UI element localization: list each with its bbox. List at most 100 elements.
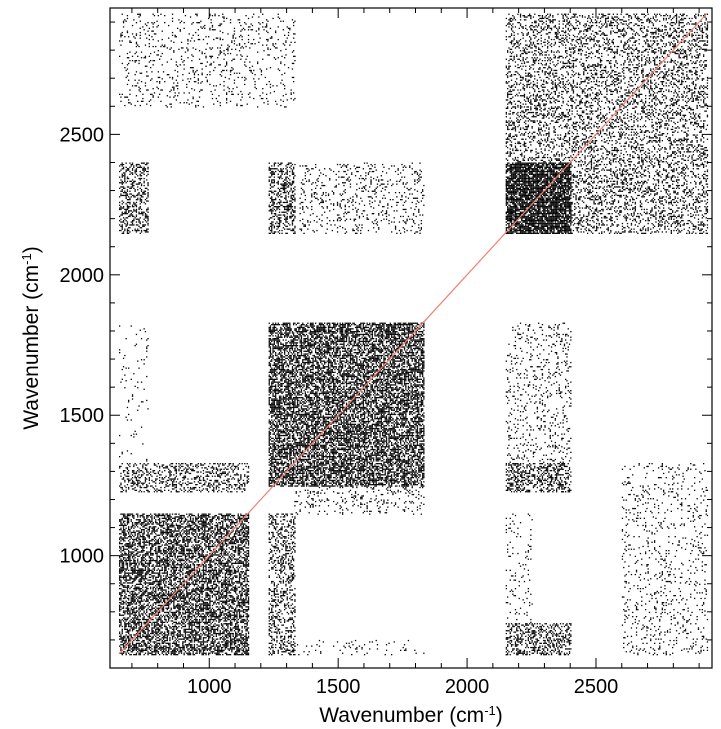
data-point [193, 616, 196, 618]
data-point [173, 648, 175, 650]
data-point [161, 564, 163, 566]
data-point [202, 530, 205, 532]
data-point [224, 572, 226, 574]
data-point [133, 593, 135, 595]
data-point [228, 547, 230, 549]
data-point [186, 620, 188, 622]
data-point [166, 607, 168, 609]
data-point [148, 592, 150, 594]
data-point [186, 568, 188, 570]
data-point [152, 529, 154, 531]
data-point [129, 639, 131, 642]
data-point [188, 635, 190, 637]
data-point [120, 548, 122, 550]
data-point [188, 609, 190, 611]
data-point [131, 603, 134, 605]
data-point [193, 551, 196, 553]
data-point [169, 573, 171, 576]
data-point [131, 526, 134, 528]
data-point [183, 565, 185, 567]
data-point [121, 543, 123, 545]
data-point [148, 514, 150, 517]
data-point [143, 642, 145, 644]
data-point [142, 554, 144, 556]
data-point [148, 616, 150, 618]
data-point [204, 623, 206, 625]
data-point [134, 645, 136, 647]
data-point [231, 552, 233, 555]
data-point [174, 537, 176, 539]
data-point [165, 595, 167, 597]
data-point [131, 572, 134, 574]
data-point [205, 627, 207, 629]
data-point [222, 544, 224, 546]
data-point [206, 582, 208, 584]
data-point [120, 513, 122, 515]
data-point [233, 639, 236, 642]
data-point [209, 589, 211, 591]
data-point [195, 589, 197, 591]
data-point [129, 543, 131, 545]
data-point [166, 651, 168, 653]
data-point [210, 582, 212, 584]
data-point [204, 614, 206, 616]
data-point [151, 628, 153, 630]
data-point [213, 572, 215, 574]
data-point [147, 604, 149, 607]
data-point [170, 554, 172, 556]
data-point [200, 599, 202, 601]
data-point [130, 593, 132, 595]
data-point [135, 595, 138, 597]
data-point [120, 623, 122, 625]
data-point [192, 590, 194, 593]
data-point [209, 523, 211, 525]
data-point [120, 527, 122, 529]
data-point [232, 554, 234, 556]
data-point [215, 538, 217, 541]
data-point [178, 541, 180, 543]
data-point [122, 516, 125, 518]
data-point [153, 607, 156, 609]
data-point [228, 557, 230, 559]
data-point [204, 522, 206, 524]
data-point [166, 513, 168, 515]
data-point [138, 541, 140, 543]
data-point [148, 568, 150, 570]
data-point [134, 561, 136, 563]
data-point [182, 585, 184, 587]
data-point [191, 550, 193, 552]
data-point [174, 572, 176, 574]
data-point [152, 586, 154, 588]
data-point [173, 530, 175, 532]
data-point [211, 614, 214, 616]
data-point [201, 646, 203, 649]
data-point [119, 618, 121, 621]
data-point [193, 638, 196, 640]
data-point [126, 586, 129, 588]
data-point [188, 652, 190, 654]
data-point [188, 585, 190, 587]
data-point [140, 607, 143, 609]
data-point [214, 569, 216, 571]
data-point [153, 566, 156, 569]
data-point [180, 578, 183, 580]
data-point [189, 550, 192, 552]
data-point [227, 583, 229, 585]
data-point [170, 551, 172, 553]
data-point [200, 638, 202, 640]
data-point [166, 575, 168, 577]
data-point [156, 540, 158, 542]
data-point [134, 533, 136, 535]
data-point [143, 618, 145, 621]
data-point [130, 547, 132, 549]
data-point [155, 588, 157, 590]
data-point [226, 531, 228, 534]
data-point [153, 582, 156, 584]
data-point [226, 519, 228, 521]
data-point [198, 590, 201, 593]
data-point [133, 527, 135, 529]
data-point [220, 554, 223, 556]
data-point [151, 523, 153, 525]
data-point [148, 564, 150, 566]
data-point [193, 618, 196, 621]
